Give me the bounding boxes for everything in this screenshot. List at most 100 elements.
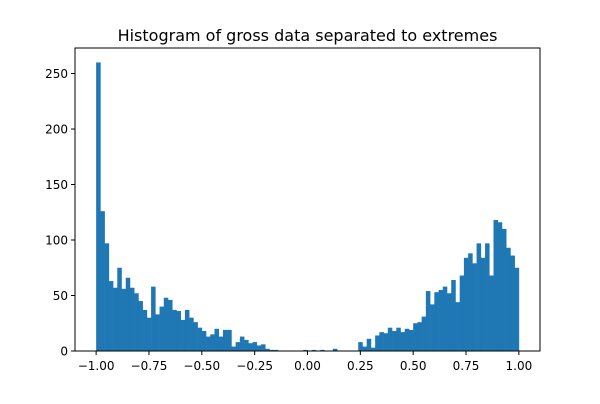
histogram-bar [366,338,372,351]
histogram-bar [510,255,515,351]
histogram-bar [506,247,511,351]
y-tick-label: 150 [45,178,68,192]
histogram-bar [197,327,203,351]
histogram-bar [252,342,258,351]
histogram-bar [189,317,194,351]
x-tick-label: −0.50 [183,359,220,373]
histogram-bar [134,293,139,351]
histogram-bar [370,347,376,351]
y-axis: 0 50 100 150 200 250 [45,67,75,359]
x-tick-label: 0.25 [347,359,374,373]
histogram-bar [163,297,169,351]
histogram-bar [218,336,224,351]
histogram-bar [408,329,414,351]
histogram-bar [239,336,245,351]
histogram-bar [108,281,114,351]
histogram-bar [180,319,186,351]
x-tick-label: 1.00 [506,359,533,373]
histogram-bar [438,289,444,351]
histogram-bar [379,332,384,351]
histogram-bar [235,342,241,351]
histogram-bar [463,257,469,351]
x-tick-label: 0.75 [453,359,480,373]
histogram-bar [311,349,317,351]
histogram-bar [155,314,160,351]
histogram-bar [176,311,181,351]
x-tick-label: −0.75 [131,359,168,373]
histogram-bar [362,346,367,351]
x-tick-label: 0.00 [294,359,321,373]
histogram-bar [387,327,393,351]
y-tick-label: 200 [45,123,68,137]
y-tick-label: 50 [53,289,68,303]
histogram-bar [138,301,143,351]
histogram-bar [383,333,389,351]
histogram-bar [113,287,118,351]
y-tick-label: 0 [60,345,68,359]
histogram-bar [231,346,236,351]
histogram-bar [201,331,207,351]
histogram-bar [244,339,249,351]
histogram-bar [303,349,308,351]
x-tick-label: 0.50 [400,359,427,373]
histogram-bar [472,263,477,351]
histogram-bar [404,328,410,351]
histogram-bar [392,331,397,351]
histogram-bar [489,275,494,351]
histogram-bar [497,222,503,351]
histogram-bar [269,349,274,351]
bars-group [96,62,520,352]
histogram-bar [159,306,165,351]
histogram-bar [480,257,486,351]
histogram-bar [104,243,110,351]
histogram-bar [358,342,363,351]
histogram-bar [501,228,507,351]
histogram-bar [451,279,456,351]
histogram-bar [142,309,148,351]
histogram-bar [434,292,439,351]
histogram-bar [468,253,473,351]
histogram-bar [100,211,105,351]
histogram-bar [222,329,228,351]
histogram-bar [485,243,490,351]
histogram-bar [425,291,431,351]
histogram-bar [400,332,406,351]
histogram-bar [193,322,198,351]
histogram-bar [248,343,253,351]
histogram-bar [96,62,101,352]
histogram-bar [129,287,135,351]
histogram-bar [430,304,435,351]
histogram-bar [265,348,270,351]
histogram-bar [184,309,190,351]
histogram-bar [256,345,262,351]
histogram-bar [121,288,127,351]
histogram-bar [476,243,482,351]
x-axis: −1.00 −0.75 −0.50 −0.25 0.00 0.25 0.50 0.75 1.00 [78,351,532,373]
histogram-bar [206,336,211,351]
histogram-bar [514,267,520,351]
histogram-bar [172,309,177,351]
histogram-bar [214,328,220,351]
histogram-bar [413,323,418,351]
histogram-bar [117,267,122,351]
y-tick-label: 100 [45,234,68,248]
plot-frame [74,47,541,352]
histogram-bar [442,286,448,351]
histogram-bar [493,220,499,351]
histogram-bar [273,349,279,351]
histogram-bar [261,344,266,351]
chart-title: Histogram of gross data separated to ext… [118,26,498,45]
histogram-bar [447,293,452,351]
histogram-bar [125,277,131,351]
histogram-bar [332,348,338,351]
histogram-bar [227,329,232,351]
histogram-bar [320,349,325,351]
histogram-bar [396,327,401,351]
histogram-bar [417,322,422,351]
histogram-bar [455,302,460,351]
histogram-bar [151,286,156,351]
histogram-bar [168,299,173,351]
histogram-bar [210,334,215,351]
